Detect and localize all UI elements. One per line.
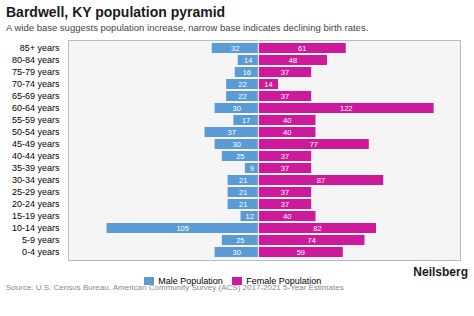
svg-text:85+ years: 85+ years — [20, 43, 60, 53]
svg-text:15-19 years: 15-19 years — [12, 211, 60, 221]
svg-text:25-29 years: 25-29 years — [12, 187, 60, 197]
svg-text:82: 82 — [313, 224, 321, 233]
html-text:Source: U.S. Census Bureau, Am: Source: U.S. Census Bureau, American Com… — [6, 283, 344, 292]
svg-text:21: 21 — [239, 200, 247, 209]
svg-text:25: 25 — [236, 152, 244, 161]
svg-text:37: 37 — [281, 68, 289, 77]
svg-text:35-39 years: 35-39 years — [12, 163, 60, 173]
svg-text:32: 32 — [231, 44, 239, 53]
svg-text:61: 61 — [298, 44, 306, 53]
svg-text:22: 22 — [238, 92, 246, 101]
svg-text:37: 37 — [281, 92, 289, 101]
html-text:Female Population: Female Population — [246, 275, 322, 286]
svg-text:37: 37 — [228, 128, 236, 137]
html-text:Neilsberg: Neilsberg — [413, 265, 468, 279]
svg-text:14: 14 — [244, 56, 252, 65]
svg-text:59: 59 — [297, 248, 305, 257]
svg-text:16: 16 — [243, 68, 251, 77]
svg-text:87: 87 — [317, 176, 325, 185]
svg-text:77: 77 — [310, 140, 318, 149]
svg-text:60-64 years: 60-64 years — [12, 103, 60, 113]
svg-text:21: 21 — [239, 176, 247, 185]
svg-text:122: 122 — [340, 104, 353, 113]
svg-text:74: 74 — [307, 236, 315, 245]
svg-text:37: 37 — [281, 200, 289, 209]
svg-text:105: 105 — [176, 224, 189, 233]
svg-text:37: 37 — [281, 188, 289, 197]
svg-text:14: 14 — [264, 80, 272, 89]
svg-text:55-59 years: 55-59 years — [12, 115, 60, 125]
svg-text:75-79 years: 75-79 years — [12, 67, 60, 77]
svg-text:30: 30 — [233, 140, 241, 149]
svg-text:37: 37 — [281, 152, 289, 161]
svg-text:80-84 years: 80-84 years — [12, 55, 60, 65]
svg-text:12: 12 — [246, 212, 254, 221]
svg-text:20-24 years: 20-24 years — [12, 199, 60, 209]
svg-text:40-44 years: 40-44 years — [12, 151, 60, 161]
svg-text:48: 48 — [289, 56, 297, 65]
svg-text:30: 30 — [233, 104, 241, 113]
svg-text:30: 30 — [233, 248, 241, 257]
html-text:Bardwell, KY population pyrami: Bardwell, KY population pyramid — [6, 4, 226, 20]
html-text:Male Population: Male Population — [158, 275, 223, 286]
svg-text:50-54 years: 50-54 years — [12, 127, 60, 137]
svg-text:10-14 years: 10-14 years — [12, 223, 60, 233]
svg-text:9: 9 — [250, 164, 254, 173]
svg-text:45-49 years: 45-49 years — [12, 139, 60, 149]
svg-text:22: 22 — [238, 80, 246, 89]
svg-text:25: 25 — [236, 236, 244, 245]
svg-text:5-9 years: 5-9 years — [22, 235, 60, 245]
svg-text:0-4 years: 0-4 years — [22, 247, 60, 257]
svg-text:37: 37 — [281, 164, 289, 173]
svg-text:40: 40 — [283, 212, 291, 221]
svg-text:40: 40 — [283, 116, 291, 125]
svg-text:17: 17 — [242, 116, 250, 125]
svg-text:21: 21 — [239, 188, 247, 197]
svg-text:65-69 years: 65-69 years — [12, 91, 60, 101]
svg-text:40: 40 — [283, 128, 291, 137]
svg-text:30-34 years: 30-34 years — [12, 175, 60, 185]
svg-text:70-74 years: 70-74 years — [12, 79, 60, 89]
html-text:A wide base suggests populatio: A wide base suggests population increase… — [6, 22, 369, 33]
